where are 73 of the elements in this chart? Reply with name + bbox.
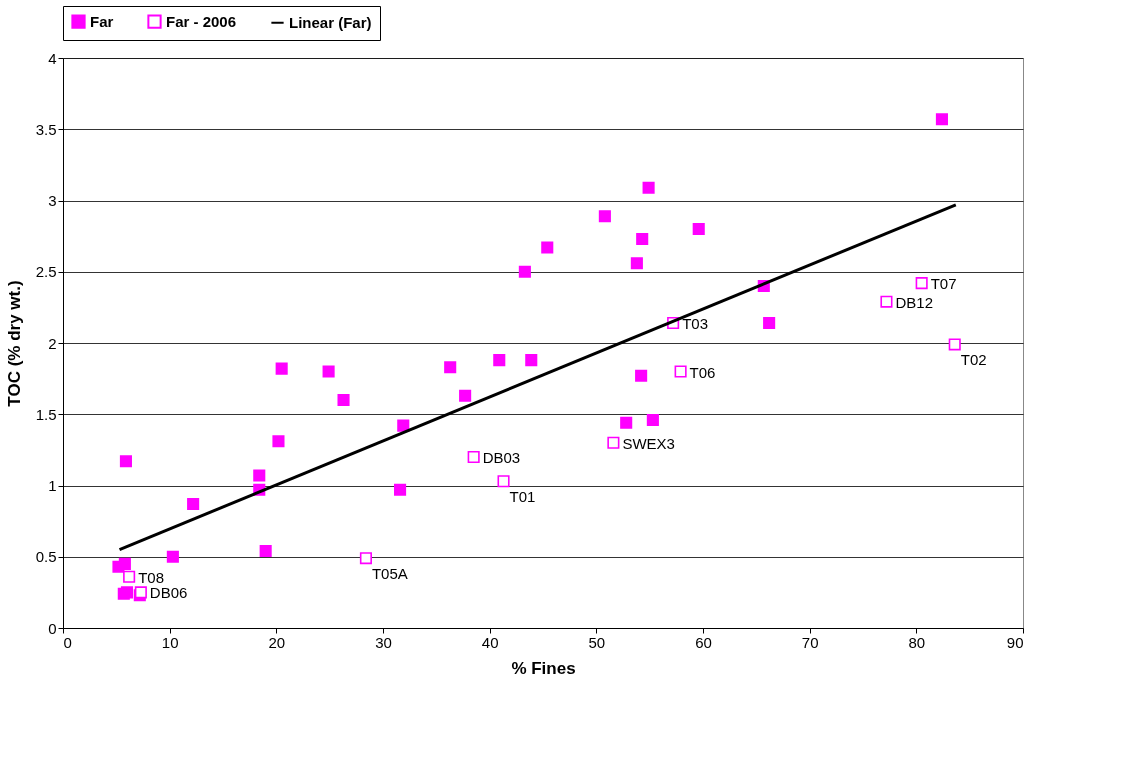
x-axis-title: % Fines (511, 658, 576, 678)
annotation: DB06 (149, 584, 188, 602)
y-tick-label: 1 (48, 477, 57, 494)
point (166, 550, 179, 563)
point (253, 469, 266, 482)
annotation: DB03 (482, 449, 521, 466)
x-tick-label: 70 (801, 633, 819, 651)
x-tick-label: 30 (375, 633, 392, 651)
x-tick-label: 20 (268, 633, 286, 651)
annotation: SWEX3 (622, 434, 675, 452)
point (359, 552, 372, 565)
y-tick-label: 1.5 (35, 405, 57, 423)
legend-label: Far (90, 12, 114, 30)
point (337, 393, 350, 407)
x-tick-label: 90 (1006, 633, 1024, 651)
x-tick-label: 10 (161, 633, 179, 651)
x-tick-label: 50 (588, 633, 606, 651)
annotation: T01 (509, 488, 536, 506)
annotation: T07 (930, 275, 957, 293)
point (120, 586, 134, 599)
point (525, 354, 538, 367)
annotation: T02 (960, 351, 987, 369)
y-tick-label: 4 (48, 49, 57, 67)
point (394, 483, 407, 496)
point (322, 365, 335, 378)
point (763, 317, 776, 330)
point (118, 557, 131, 570)
point (674, 365, 687, 378)
y-tick-label: 0.5 (35, 548, 57, 566)
point (518, 265, 531, 278)
legend-label: Far - 2006 (166, 12, 237, 30)
point (493, 354, 506, 367)
point (467, 450, 480, 464)
y-axis-title: TOC (% dry wt.) (4, 280, 24, 407)
y-tick-label: 3 (48, 192, 57, 209)
point (642, 181, 655, 194)
point (444, 361, 457, 374)
point (459, 389, 472, 402)
y-tick-label: 0 (48, 619, 57, 637)
point (187, 497, 200, 511)
point (259, 545, 272, 558)
x-tick-label: 40 (481, 633, 499, 651)
point (935, 113, 948, 126)
point (119, 455, 132, 468)
point (272, 435, 285, 448)
point (635, 369, 648, 382)
point (880, 295, 893, 308)
y-tick-label: 2.5 (35, 263, 57, 281)
x-tick-label: 0 (63, 633, 72, 651)
annotation: DB12 (895, 293, 933, 311)
point (636, 232, 649, 246)
point (123, 570, 136, 583)
point (607, 436, 620, 449)
point (497, 475, 510, 488)
x-tick-label: 60 (695, 633, 712, 651)
annotation: T08 (138, 568, 164, 586)
point (541, 241, 554, 254)
point (630, 257, 643, 270)
annotation: T05A (371, 565, 408, 583)
annotation: T06 (689, 363, 716, 381)
x-tick-label: 80 (908, 633, 926, 651)
point (915, 277, 928, 290)
point (397, 419, 410, 432)
point (598, 210, 611, 223)
point (620, 416, 633, 429)
y-tick-label: 2 (48, 334, 57, 352)
point (275, 362, 288, 375)
point (646, 413, 659, 426)
point (948, 338, 961, 351)
annotation: T03 (682, 315, 708, 333)
point (692, 222, 705, 236)
legend-label: Linear (Far) (289, 13, 372, 31)
y-tick-label: 3.5 (35, 120, 57, 138)
